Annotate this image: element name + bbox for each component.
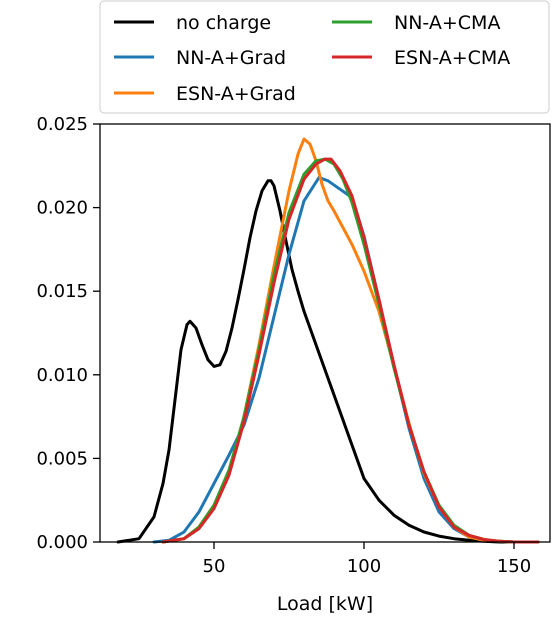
- x-tick-label: 50: [203, 556, 226, 577]
- axis-ticks: 50 100 150 0.000 0.005 0.010 0.015 0.020 0.025: [36, 114, 531, 577]
- x-axis-label: Load [kW]: [277, 593, 373, 615]
- legend-entry-1: NN-A+Grad: [176, 47, 286, 69]
- y-tick-label: 0.010: [36, 365, 88, 386]
- y-tick-label: 0.015: [36, 281, 88, 302]
- y-tick-label: 0.020: [36, 198, 88, 219]
- series-line-0: [118, 181, 529, 542]
- series-line-4: [163, 159, 538, 542]
- legend-entry-3: NN-A+CMA: [394, 12, 500, 34]
- y-tick-label: 0.000: [36, 532, 88, 553]
- legend-entry-4: ESN-A+CMA: [394, 47, 510, 69]
- legend-entry-2: ESN-A+Grad: [176, 83, 296, 105]
- series-line-3: [163, 159, 538, 542]
- x-tick-label: 100: [347, 556, 381, 577]
- y-tick-label: 0.005: [36, 448, 88, 469]
- series-lines: [118, 139, 538, 542]
- plot-frame: [100, 124, 550, 542]
- y-tick-label: 0.025: [36, 114, 88, 135]
- legend-entry-0: no charge: [176, 12, 271, 34]
- x-tick-label: 150: [497, 556, 531, 577]
- legend: no charge NN-A+Grad ESN-A+Grad NN-A+CMA ESN-…: [100, 1, 549, 113]
